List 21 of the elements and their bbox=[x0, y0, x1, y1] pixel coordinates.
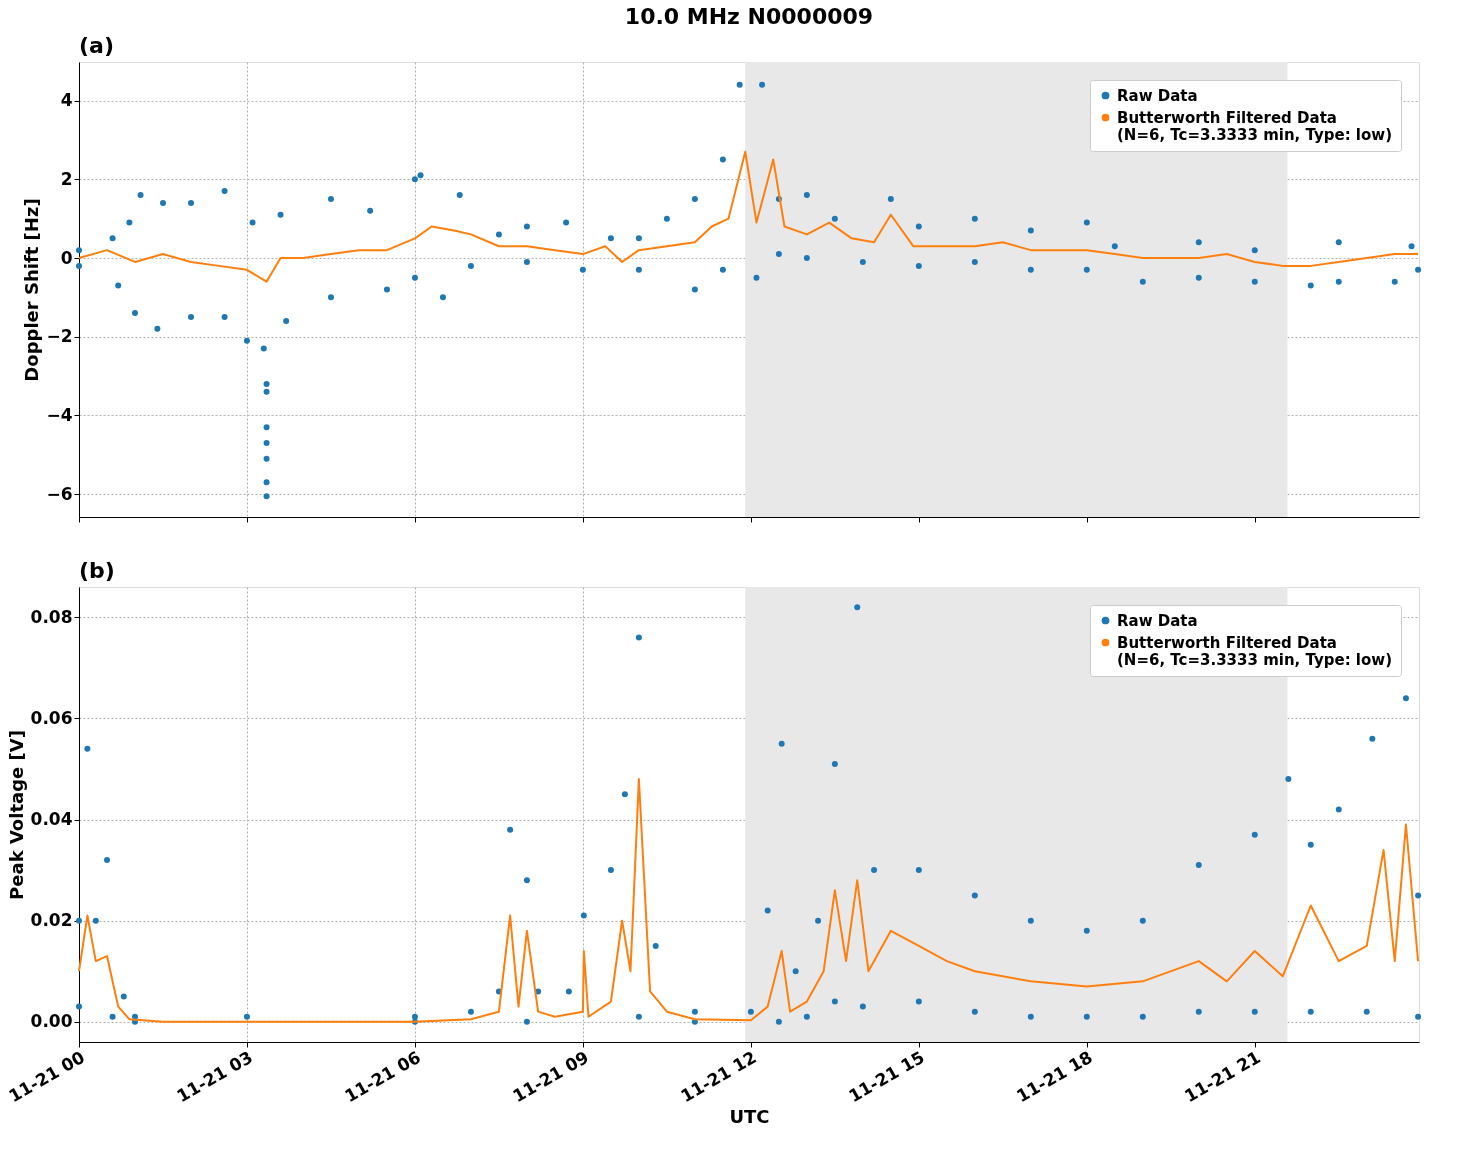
legend-label: Raw Data bbox=[1117, 86, 1198, 105]
chart-title: 10.0 MHz N0000009 bbox=[624, 4, 874, 29]
y-tick-label: −6 bbox=[46, 483, 73, 504]
y-axis-title: Doppler Shift [Hz] bbox=[21, 198, 43, 382]
legend-label: Raw Data bbox=[1117, 611, 1198, 630]
x-axis-title: UTC bbox=[729, 1106, 770, 1128]
legend-label: Butterworth Filtered Data (N=6, Tc=3.3333 min, Type: low) bbox=[1117, 108, 1393, 144]
y-tick-label: −4 bbox=[46, 404, 73, 425]
y-tick-label: 4 bbox=[60, 90, 73, 111]
y-tick-label: 0 bbox=[60, 247, 73, 268]
y-axis-title: Peak Voltage [V] bbox=[5, 730, 27, 900]
text: (a) bbox=[79, 33, 114, 58]
text: (b) bbox=[79, 558, 115, 583]
legend-label: Butterworth Filtered Data (N=6, Tc=3.3333 min, Type: low) bbox=[1117, 633, 1393, 669]
y-tick-label: 0.04 bbox=[30, 809, 73, 830]
y-tick-label: −2 bbox=[46, 326, 73, 347]
y-tick-label: 2 bbox=[60, 168, 73, 189]
y-tick-label: 0.02 bbox=[30, 910, 73, 931]
y-tick-label: 0.06 bbox=[30, 707, 73, 728]
y-tick-label: 0.08 bbox=[30, 606, 73, 627]
y-tick-label: 0.00 bbox=[30, 1011, 73, 1032]
